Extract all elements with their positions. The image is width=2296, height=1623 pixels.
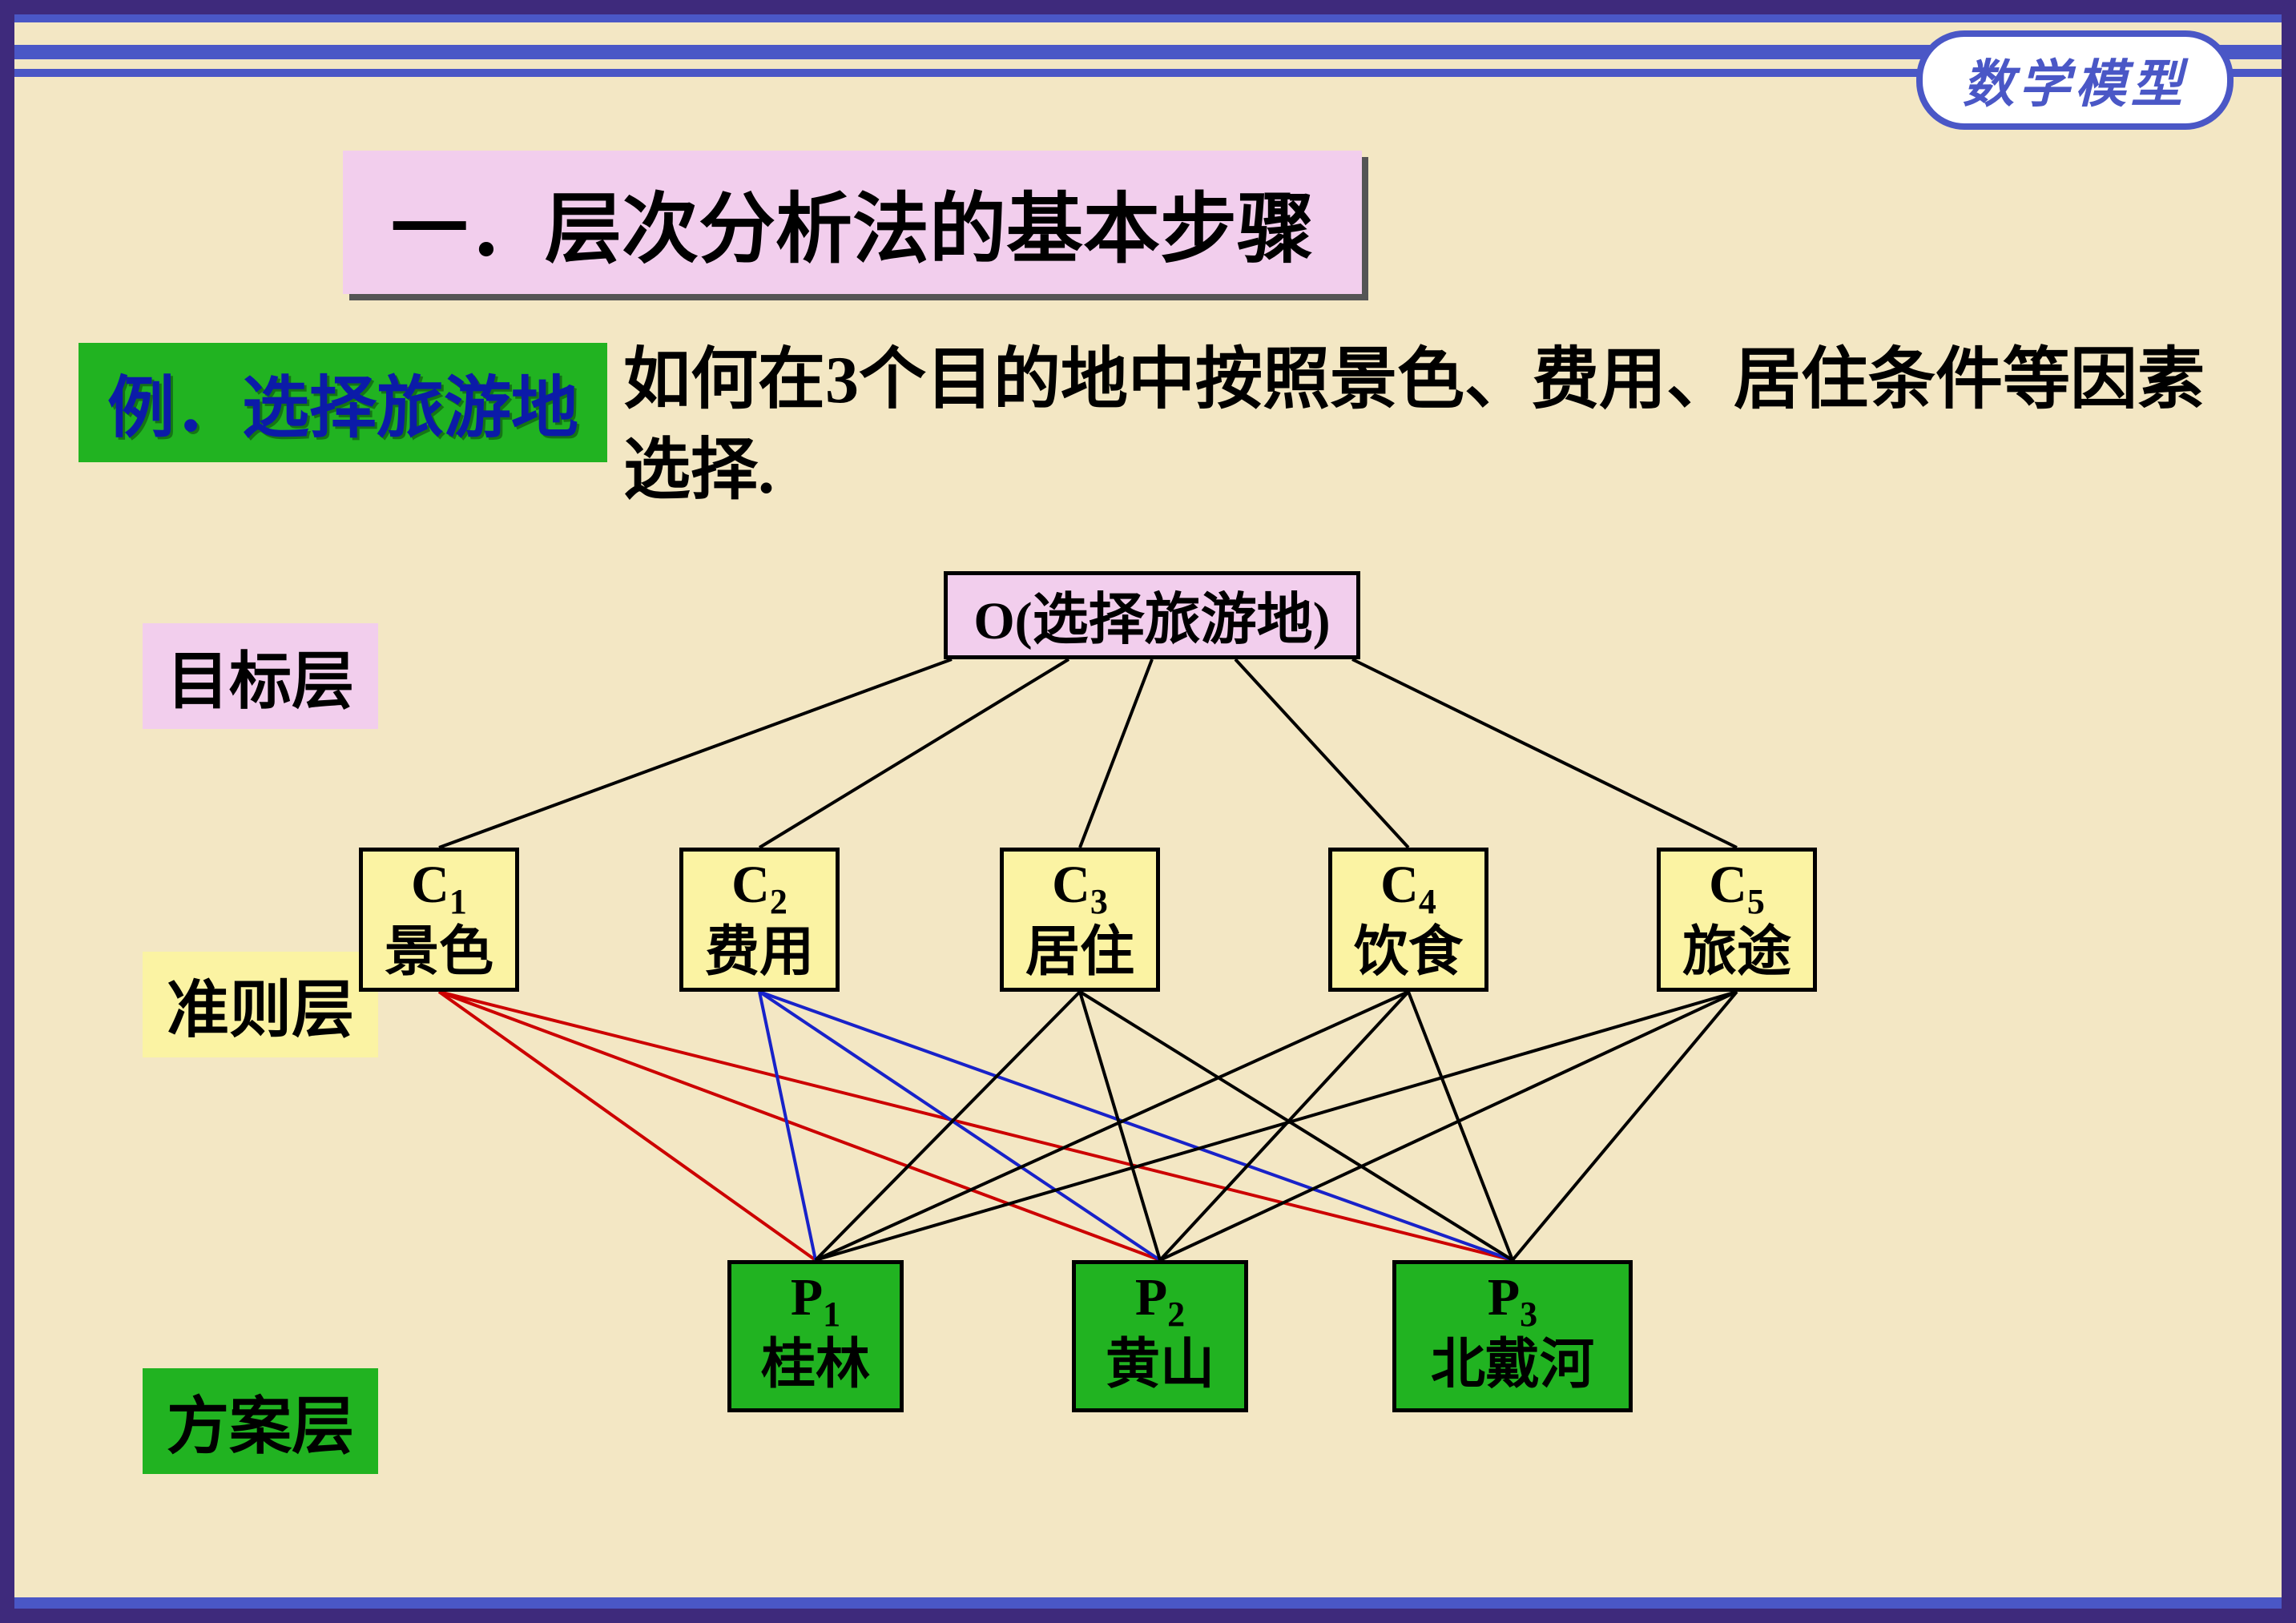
page-title: 一．层次分析法的基本步骤 (343, 151, 1362, 294)
node-c1: C1景色 (359, 848, 519, 992)
node-c2: C2费用 (679, 848, 840, 992)
footer-bar (14, 1597, 2282, 1609)
question-text: 如何在3个目的地中按照景色、费用、居住条件等因素选择. (623, 335, 2217, 517)
node-o: O(选择旅游地) (944, 571, 1360, 659)
layer-label-goal: 目标层 (143, 623, 378, 729)
layer-label-criteria: 准则层 (143, 952, 378, 1057)
layer-label-plan: 方案层 (143, 1368, 378, 1474)
example-label: 例．选择旅游地 (79, 343, 607, 462)
node-p3: P3北戴河 (1392, 1260, 1633, 1412)
node-p1: P1桂林 (727, 1260, 904, 1412)
node-c3: C3居住 (1000, 848, 1160, 992)
slide-area: 数学模型 一．层次分析法的基本步骤 例．选择旅游地 如何在3个目的地中按照景色、… (14, 14, 2282, 1609)
outer-frame: 数学模型 一．层次分析法的基本步骤 例．选择旅游地 如何在3个目的地中按照景色、… (0, 0, 2296, 1623)
node-c5: C5旅途 (1657, 848, 1817, 992)
node-c4: C4饮食 (1328, 848, 1488, 992)
badge-math-model: 数学模型 (1916, 30, 2234, 130)
node-p2: P2黄山 (1072, 1260, 1248, 1412)
